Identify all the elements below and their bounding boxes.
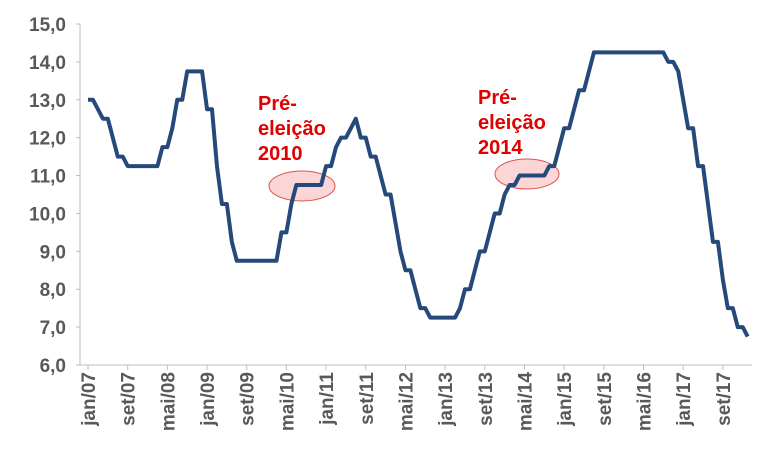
annotation-text: Pré- <box>258 93 297 115</box>
x-tick-label: set/09 <box>238 372 259 426</box>
x-tick-label: mai/12 <box>396 372 417 431</box>
y-tick-label: 8,0 <box>40 280 66 301</box>
y-tick-label: 11,0 <box>30 167 66 188</box>
x-tick-label: jan/15 <box>555 372 576 427</box>
annotation-text: 2010 <box>258 143 303 165</box>
y-tick-label: 6,0 <box>40 356 66 377</box>
y-tick-label: 9,0 <box>40 242 66 263</box>
x-tick-label: jan/07 <box>79 372 100 427</box>
x-tick-label: mai/10 <box>277 372 298 431</box>
y-tick-label: 14,0 <box>29 53 66 74</box>
y-tick-label: 10,0 <box>29 204 66 225</box>
x-tick-label: mai/08 <box>158 372 179 431</box>
x-tick-label: jan/13 <box>436 372 457 427</box>
x-tick-label: jan/09 <box>198 372 219 427</box>
y-tick-label: 15,0 <box>29 15 66 36</box>
x-tick-label: mai/16 <box>635 372 656 431</box>
x-tick-label: jan/11 <box>317 372 338 426</box>
annotation-text: Pré- <box>478 87 517 109</box>
x-tick-label: set/11 <box>357 372 378 425</box>
y-tick-label: 7,0 <box>40 318 66 339</box>
y-tick-label: 12,0 <box>29 129 66 150</box>
x-tick-label: jan/17 <box>674 372 695 427</box>
y-tick-label: 13,0 <box>29 91 66 112</box>
data-line <box>88 50 750 338</box>
x-tick-label: set/15 <box>595 372 616 426</box>
x-tick-label: mai/14 <box>515 372 536 432</box>
x-tick-label: set/07 <box>119 372 140 426</box>
annotation-text: eleição <box>478 112 546 134</box>
x-tick-label: set/13 <box>476 372 497 426</box>
x-tick-label: set/17 <box>714 372 735 426</box>
annotation-text: 2014 <box>478 137 523 159</box>
annotation-text: eleição <box>258 118 326 140</box>
